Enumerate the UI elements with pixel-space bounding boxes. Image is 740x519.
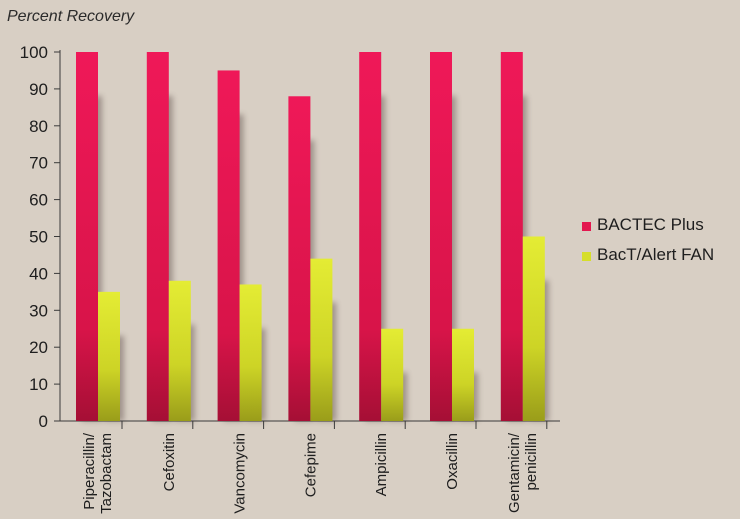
- legend-swatch-red: [582, 222, 591, 231]
- y-tick-label: 0: [39, 412, 48, 431]
- y-tick-label: 40: [29, 264, 48, 283]
- bar-bactec-plus: [430, 52, 452, 421]
- x-category-label: Cefoxitin: [161, 433, 178, 491]
- y-tick-label: 70: [29, 154, 48, 173]
- y-tick-label: 100: [20, 43, 48, 62]
- y-tick-label: 60: [29, 191, 48, 210]
- y-tick-label: 20: [29, 338, 48, 357]
- legend-item-bact-alert-fan: BacT/Alert FAN: [582, 240, 714, 270]
- bar-bactec-plus: [500, 52, 523, 421]
- bar-bact-alert-fan: [239, 284, 262, 421]
- y-tick-label: 50: [29, 228, 48, 247]
- legend-label-bactec-plus: BACTEC Plus: [597, 215, 704, 234]
- y-axis-title: Percent Recovery: [7, 8, 135, 25]
- x-category-label: Vancomycin: [232, 433, 249, 514]
- y-tick-label: 80: [29, 117, 48, 136]
- x-category-label: Cefepime: [302, 433, 319, 497]
- bar-bact-alert-fan: [381, 328, 404, 421]
- y-tick-label: 30: [29, 301, 48, 320]
- y-tick-label: 90: [29, 80, 48, 99]
- bar-bactec-plus: [146, 52, 169, 421]
- x-category-label: Oxacillin: [444, 433, 461, 490]
- bar-bact-alert-fan: [522, 236, 545, 421]
- legend-label-bact-alert-fan: BacT/Alert FAN: [597, 245, 715, 264]
- legend-item-bactec-plus: BACTEC Plus: [582, 210, 714, 240]
- bar-bactec-plus: [288, 96, 311, 421]
- bar-bact-alert-fan: [452, 328, 474, 421]
- legend: BACTEC Plus BacT/Alert FAN: [582, 210, 714, 270]
- x-category-label: Piperacillin/Tazobactam: [81, 432, 115, 514]
- bar-bact-alert-fan: [98, 291, 120, 421]
- bar-bact-alert-fan: [168, 280, 191, 421]
- bar-bact-alert-fan: [310, 258, 333, 421]
- x-category-label: Ampicillin: [373, 433, 390, 496]
- y-tick-label: 10: [29, 375, 48, 394]
- x-category-label: Gentamicin/penicillin: [506, 432, 540, 513]
- bar-bactec-plus: [359, 52, 382, 421]
- bar-bactec-plus: [76, 52, 98, 421]
- bar-bactec-plus: [217, 70, 240, 421]
- legend-swatch-yellow: [582, 252, 591, 261]
